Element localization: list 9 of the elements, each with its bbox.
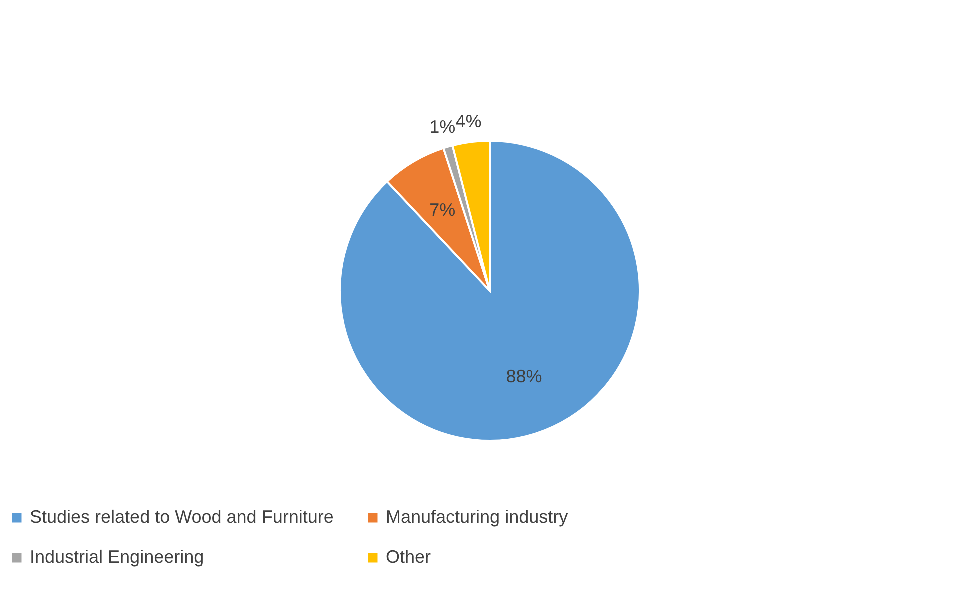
legend-label: Other (386, 547, 432, 567)
legend-label: Studies related to Wood and Furniture (30, 507, 334, 527)
data-label: 4% (456, 111, 482, 132)
pie-slice (339, 140, 641, 442)
data-label: 88% (506, 366, 542, 386)
legend-label: Industrial Engineering (30, 547, 204, 567)
data-label: 7% (430, 200, 456, 220)
legend-label: Manufacturing industry (386, 507, 568, 527)
data-label: 1% (430, 116, 456, 137)
